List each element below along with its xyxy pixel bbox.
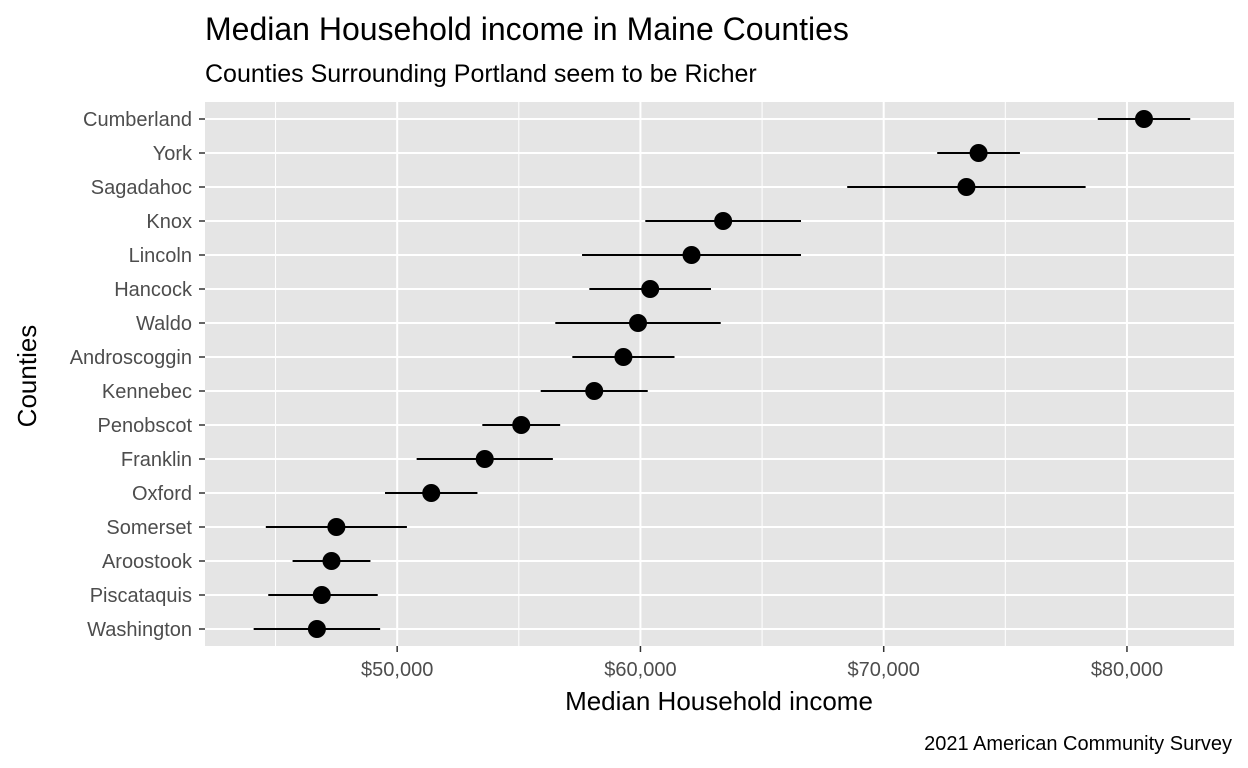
chart-title: Median Household income in Maine Countie… — [205, 11, 849, 47]
plot-panel — [205, 102, 1234, 646]
x-axis-title: Median Household income — [565, 686, 873, 716]
y-axis-title: Counties — [12, 325, 42, 428]
y-tick-label: Knox — [146, 211, 192, 233]
minor-gridlines — [275, 102, 1006, 646]
data-point — [682, 246, 701, 264]
data-point — [307, 620, 326, 638]
y-tick-label: Washington — [87, 619, 192, 641]
y-tick-label: Penobscot — [97, 415, 192, 437]
x-axis-tick-labels: $50,000 $60,000 $70,000 $80,000 — [361, 659, 1163, 681]
data-point — [629, 314, 648, 332]
data-point — [312, 586, 331, 604]
chart-caption: 2021 American Community Survey — [924, 733, 1232, 755]
data-point — [714, 212, 733, 230]
y-tick-label: Sagadahoc — [91, 177, 192, 199]
data-point — [957, 178, 976, 196]
y-tick-label: Hancock — [114, 279, 193, 301]
y-tick-label: Aroostook — [102, 551, 193, 573]
x-tick-label: $50,000 — [361, 659, 433, 681]
y-tick-label: Waldo — [136, 313, 192, 335]
chart-subtitle: Counties Surrounding Portland seem to be… — [205, 60, 757, 88]
data-point — [422, 484, 441, 502]
y-tick-label: Piscataquis — [90, 585, 192, 607]
data-point — [614, 348, 633, 366]
data-point — [585, 382, 604, 400]
y-tick-label: Androscoggin — [70, 347, 192, 369]
y-axis-tick-labels: Cumberland York Sagadahoc Knox Lincoln Hancoc… — [70, 109, 193, 641]
data-point — [475, 450, 494, 468]
data-point — [1134, 110, 1153, 128]
y-tick-label: York — [153, 143, 193, 165]
y-tick-label: Lincoln — [129, 245, 192, 267]
y-tick-label: Kennebec — [102, 381, 192, 403]
x-tick-label: $60,000 — [604, 659, 676, 681]
data-point — [969, 144, 988, 162]
y-tick-label: Franklin — [121, 449, 192, 471]
data-point — [641, 280, 660, 298]
y-tick-label: Cumberland — [83, 109, 192, 131]
data-point — [327, 518, 346, 536]
data-point — [512, 416, 531, 434]
y-tick-label: Oxford — [132, 483, 192, 505]
y-axis-ticks — [199, 118, 205, 630]
x-tick-label: $80,000 — [1091, 659, 1163, 681]
data-points — [307, 110, 1153, 638]
data-point — [322, 552, 341, 570]
y-tick-label: Somerset — [106, 517, 192, 539]
x-tick-label: $70,000 — [848, 659, 920, 681]
x-axis-ticks — [396, 646, 1128, 652]
